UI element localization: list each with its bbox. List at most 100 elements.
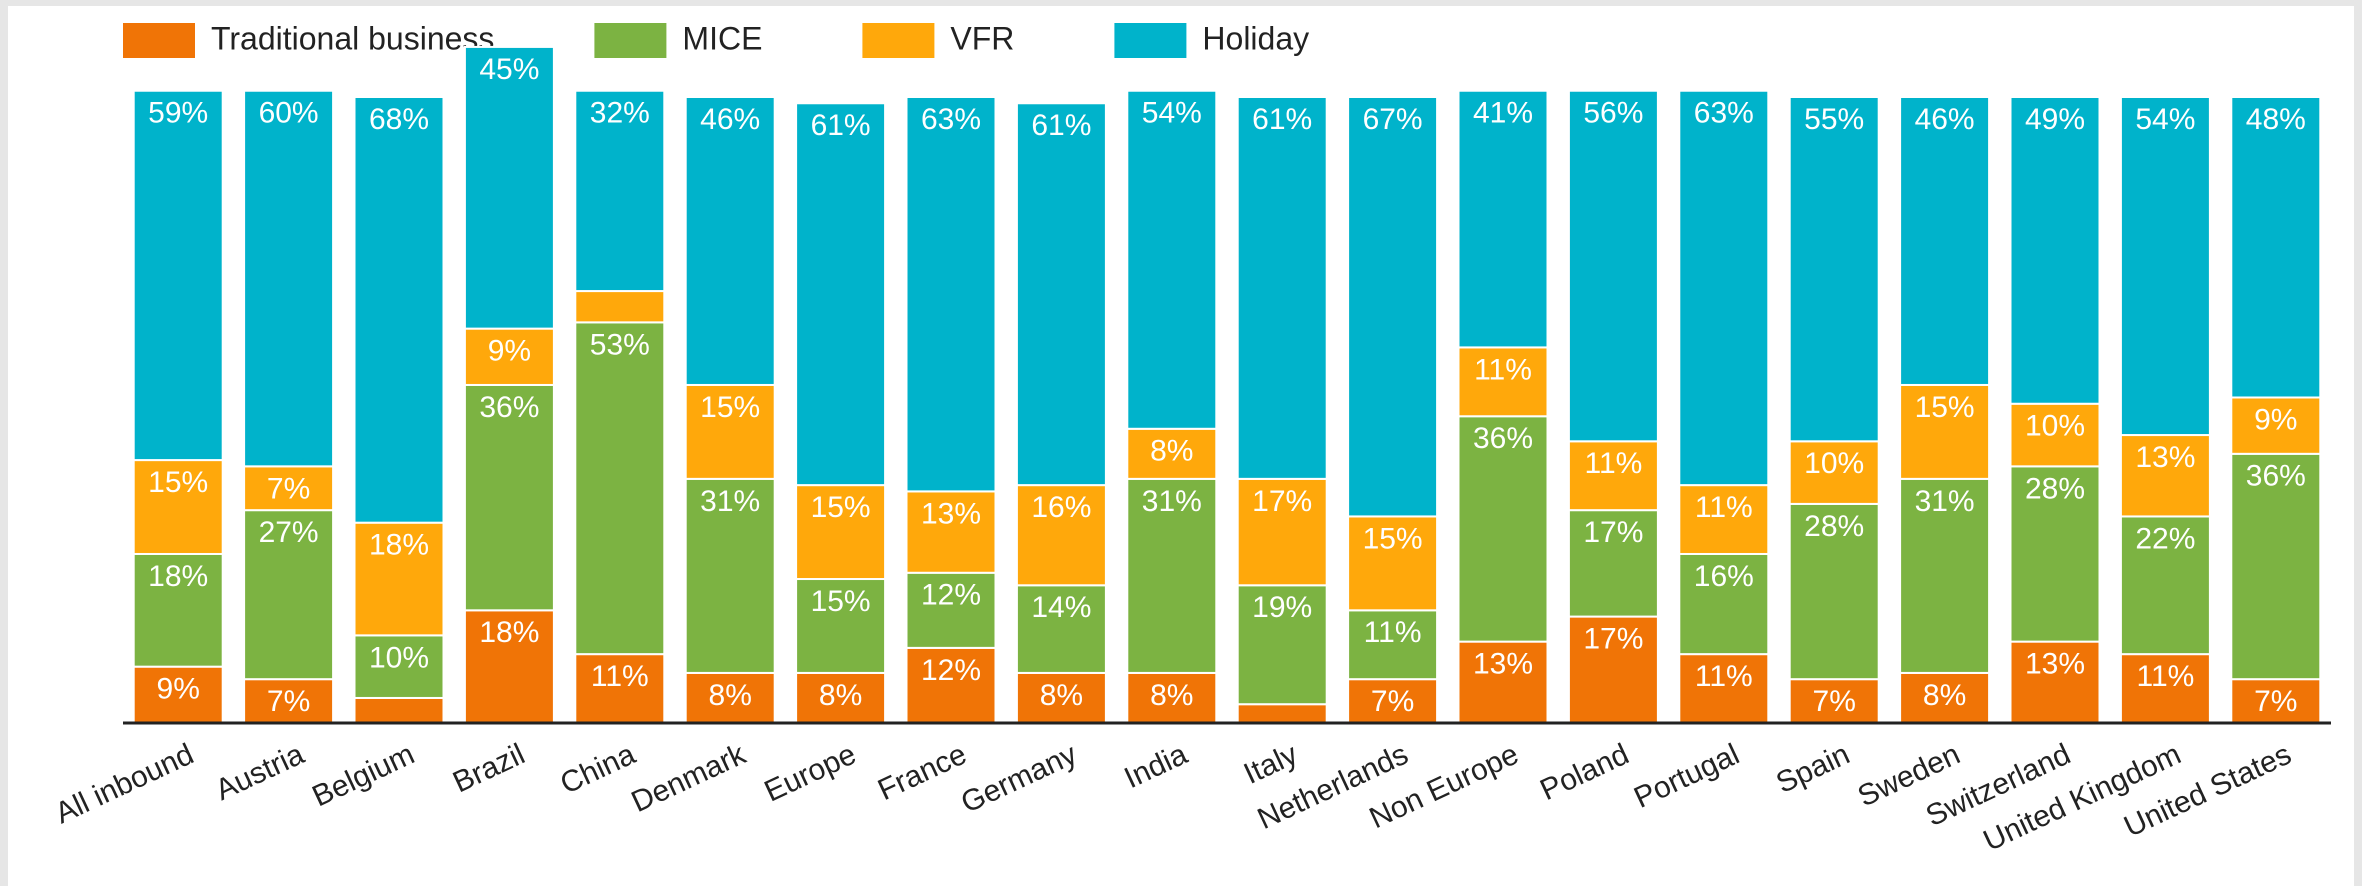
value-label: 32% — [590, 97, 650, 130]
bar-segment — [132, 459, 224, 555]
bar-segment — [684, 96, 776, 386]
bar-segment — [353, 96, 445, 524]
value-label: 63% — [921, 103, 981, 136]
value-label: 49% — [2025, 103, 2085, 136]
bar-segment — [1567, 440, 1659, 512]
bar-segment — [1015, 484, 1107, 587]
value-label: 11% — [1474, 353, 1532, 386]
value-label: 18% — [479, 616, 539, 649]
value-label: 41% — [1473, 97, 1533, 130]
value-label: 68% — [369, 103, 429, 136]
bar-segment — [2230, 452, 2322, 681]
bar-segment — [684, 383, 776, 480]
bar-segment — [1457, 89, 1549, 349]
bar-segment — [1899, 383, 1991, 480]
value-label: 22% — [2135, 522, 2195, 555]
value-label: 17% — [1252, 485, 1312, 518]
value-label: 14% — [1031, 591, 1091, 624]
bar-segment — [574, 89, 666, 293]
legend-swatch — [862, 23, 935, 58]
bar-segment — [2119, 96, 2211, 437]
bar-segment — [1347, 678, 1439, 724]
bar-segment — [905, 96, 997, 493]
value-label: 54% — [1142, 97, 1202, 130]
value-label: 36% — [2246, 460, 2306, 493]
value-label: 8% — [1150, 679, 1193, 712]
value-label: 15% — [811, 491, 871, 524]
bar-segment — [1678, 89, 1770, 487]
value-label: 59% — [148, 97, 208, 130]
value-label: 15% — [700, 391, 760, 424]
bar-segment — [795, 102, 887, 487]
value-label: 48% — [2246, 103, 2306, 136]
value-label: 13% — [2025, 648, 2085, 681]
bar-segment — [1788, 96, 1880, 443]
value-label: 36% — [1473, 422, 1533, 455]
bar-segment — [2009, 465, 2101, 643]
bar-segment — [243, 465, 335, 512]
bar-segment — [795, 484, 887, 581]
bar-segment — [1347, 96, 1439, 518]
value-label: 8% — [819, 679, 862, 712]
bar-segment — [463, 45, 555, 330]
value-label: 54% — [2135, 103, 2195, 136]
value-label: 8% — [709, 679, 752, 712]
value-label: 61% — [811, 109, 871, 142]
bar-segment — [2119, 653, 2211, 725]
value-label: 15% — [148, 466, 208, 499]
bar-segment — [243, 89, 335, 468]
legend-swatch — [1114, 23, 1187, 58]
value-label: 7% — [267, 472, 310, 505]
value-label: 19% — [1252, 591, 1312, 624]
value-label: 55% — [1804, 103, 1864, 136]
bar-segment — [1788, 440, 1880, 505]
bar-segment — [1126, 89, 1218, 430]
value-label: 8% — [1040, 679, 1083, 712]
bar-segment — [905, 646, 997, 725]
value-label: 56% — [1583, 97, 1643, 130]
value-label: 11% — [1364, 616, 1422, 649]
bar-segment — [1236, 96, 1328, 480]
value-label: 31% — [700, 485, 760, 518]
value-label: 13% — [1473, 648, 1533, 681]
value-label: 18% — [369, 529, 429, 562]
bar-segment — [2119, 434, 2211, 518]
value-label: 61% — [1031, 109, 1091, 142]
legend-label: MICE — [682, 20, 762, 56]
bar-segment — [795, 671, 887, 724]
value-label: 8% — [1923, 679, 1966, 712]
bar-segment — [132, 89, 224, 462]
bar-segment — [905, 490, 997, 574]
bar-segment — [2230, 678, 2322, 724]
value-label: 7% — [1371, 685, 1414, 718]
value-label: 10% — [1804, 447, 1864, 480]
bar-segment — [243, 509, 335, 681]
bar-segment — [2230, 96, 2322, 399]
value-label: 12% — [921, 654, 981, 687]
value-label: 15% — [1915, 391, 1975, 424]
value-label: 12% — [921, 579, 981, 612]
bar-segment — [2009, 402, 2101, 468]
value-label: 9% — [2254, 403, 2297, 436]
bar-segment — [1015, 102, 1107, 487]
value-label: 36% — [479, 391, 539, 424]
bar-segment — [463, 383, 555, 612]
bar-segment — [1567, 89, 1659, 443]
legend-swatch — [594, 23, 667, 58]
bar-segment — [1015, 584, 1107, 674]
bar-segment — [1457, 640, 1549, 724]
value-label: 9% — [488, 335, 531, 368]
bar-segment — [574, 290, 666, 324]
bar-segment — [2009, 640, 2101, 724]
bar-segment — [905, 571, 997, 649]
value-label: 16% — [1031, 491, 1091, 524]
bar-segment — [132, 552, 224, 668]
bar-segment — [1236, 584, 1328, 706]
value-label: 17% — [1583, 516, 1643, 549]
value-label: 11% — [1695, 491, 1753, 524]
bar-segment — [1678, 653, 1770, 725]
legend-label: Traditional business — [211, 20, 494, 56]
value-label: 8% — [1150, 435, 1193, 468]
value-label: 15% — [1363, 522, 1423, 555]
